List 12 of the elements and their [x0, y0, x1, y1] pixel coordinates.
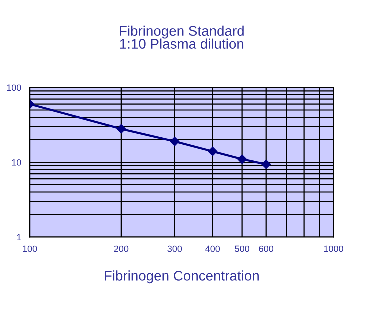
y-tick-label: 1 [17, 234, 22, 241]
y-tick-label: 10 [12, 159, 22, 166]
x-tick-label: 1000 [324, 246, 344, 252]
x-axis-title: Fibrinogen Concentration [105, 270, 259, 284]
x-tick-label: 200 [114, 246, 129, 252]
x-tick-label: 300 [168, 246, 182, 252]
x-tick-label: 500 [235, 246, 250, 252]
x-tick-label: 400 [206, 246, 220, 252]
chart-title: Fibrinogen Standard 1:10 Plasma dilution [120, 26, 244, 49]
y-tick-label: 100 [7, 84, 22, 92]
x-tick-label: 600 [259, 246, 274, 252]
x-tick-label: 100 [23, 246, 38, 252]
